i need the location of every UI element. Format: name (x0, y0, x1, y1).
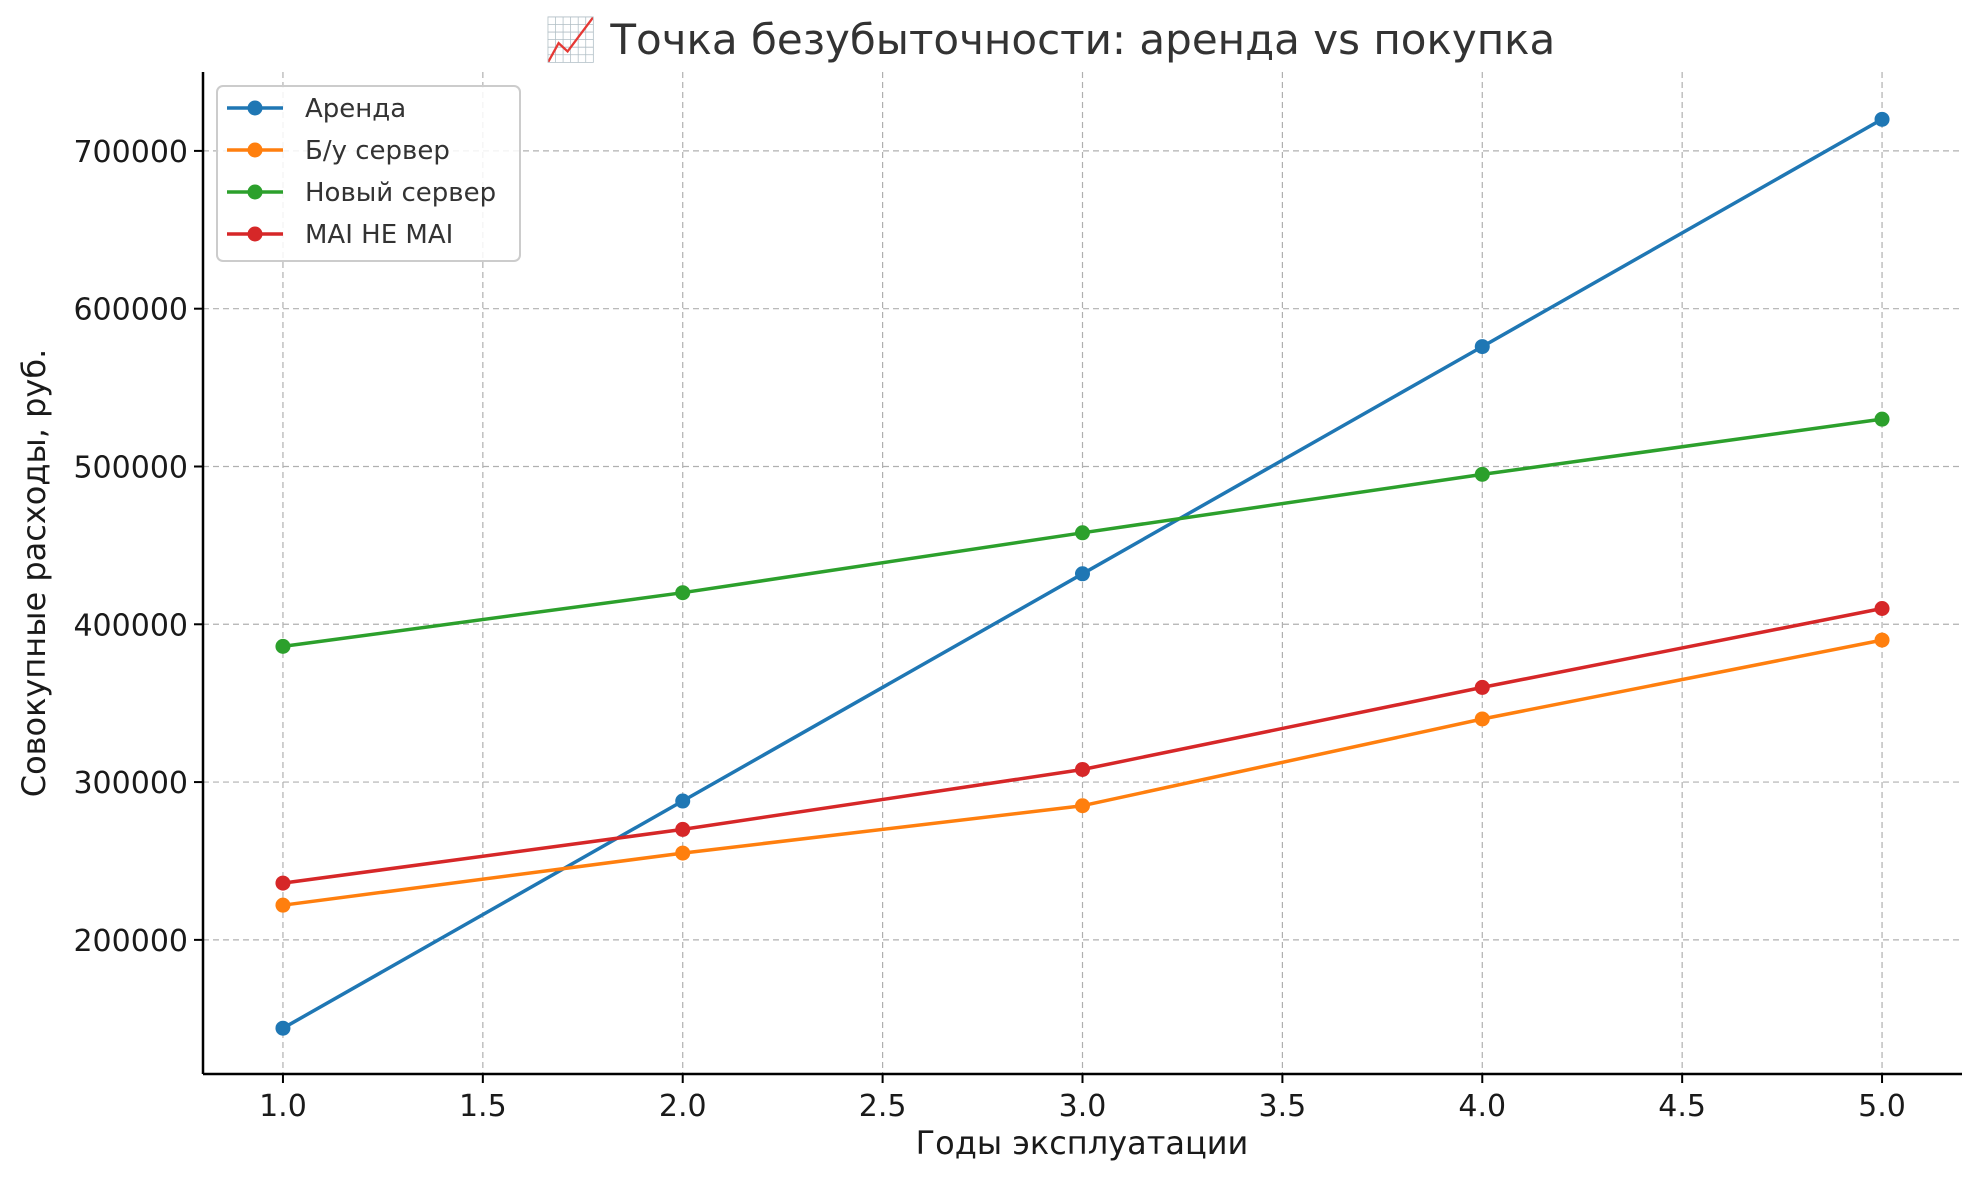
y-tick-label: 300000 (73, 766, 188, 801)
data-point (675, 845, 691, 861)
y-axis-label: Совокупные расходы, руб. (15, 349, 53, 798)
data-point (275, 638, 291, 654)
legend-marker (247, 142, 263, 158)
series-group (275, 111, 1890, 1036)
x-tick-label: 5.0 (1858, 1089, 1906, 1124)
series-layer (275, 111, 1890, 1036)
data-point (1474, 466, 1490, 482)
data-point (1075, 525, 1090, 541)
data-point (675, 821, 691, 837)
data-point (1474, 679, 1490, 695)
legend-frame (216, 85, 521, 262)
data-point (1874, 411, 1890, 427)
series-group (275, 632, 1890, 913)
legend-marker (247, 100, 263, 116)
x-tick-label: 1.0 (259, 1089, 307, 1124)
x-tick-label: 3.0 (1059, 1089, 1107, 1124)
x-tick-label: 2.5 (859, 1089, 907, 1124)
data-point (1874, 601, 1890, 617)
legend: Аренда Б/у сервер Новый сервер MAI HE MAI (216, 85, 521, 262)
data-point (1874, 632, 1890, 648)
chart-title: 📈 Точка безубыточности: аренда vs покупк… (545, 15, 1556, 64)
data-point (675, 585, 691, 601)
series-group (275, 411, 1890, 654)
legend-label: Б/у сервер (305, 136, 450, 166)
data-point (1075, 798, 1090, 814)
x-axis-label: Годы эксплуатации (916, 1124, 1249, 1162)
y-axis-ticks: 200000 300000 400000 500000 600000 700000 (73, 135, 203, 959)
data-point (1075, 761, 1090, 777)
y-tick-label: 400000 (73, 608, 188, 643)
data-point (275, 897, 291, 913)
x-tick-label: 4.0 (1458, 1089, 1506, 1124)
x-tick-label: 3.5 (1259, 1089, 1307, 1124)
data-point (675, 793, 691, 809)
data-point (275, 1020, 291, 1036)
y-tick-label: 200000 (73, 924, 188, 959)
y-tick-label: 600000 (73, 293, 188, 328)
data-point (1474, 711, 1490, 727)
legend-label: Аренда (305, 94, 406, 124)
data-point (1474, 339, 1490, 355)
x-tick-label: 4.5 (1658, 1089, 1706, 1124)
series-group (275, 601, 1890, 891)
x-tick-label: 1.5 (459, 1089, 507, 1124)
legend-marker (247, 184, 263, 200)
legend-label: Новый сервер (305, 178, 496, 208)
data-point (275, 875, 291, 891)
legend-label: MAI HE MAI (305, 220, 453, 250)
data-point (1874, 111, 1890, 127)
x-axis-ticks: 1.0 1.5 2.0 2.5 3.0 3.5 4.0 4.5 5.0 (259, 1074, 1906, 1124)
legend-marker (247, 226, 263, 242)
x-tick-label: 2.0 (659, 1089, 707, 1124)
data-point (1075, 566, 1090, 582)
y-tick-label: 500000 (73, 450, 188, 485)
y-tick-label: 700000 (73, 135, 188, 170)
grid (203, 72, 1962, 1074)
